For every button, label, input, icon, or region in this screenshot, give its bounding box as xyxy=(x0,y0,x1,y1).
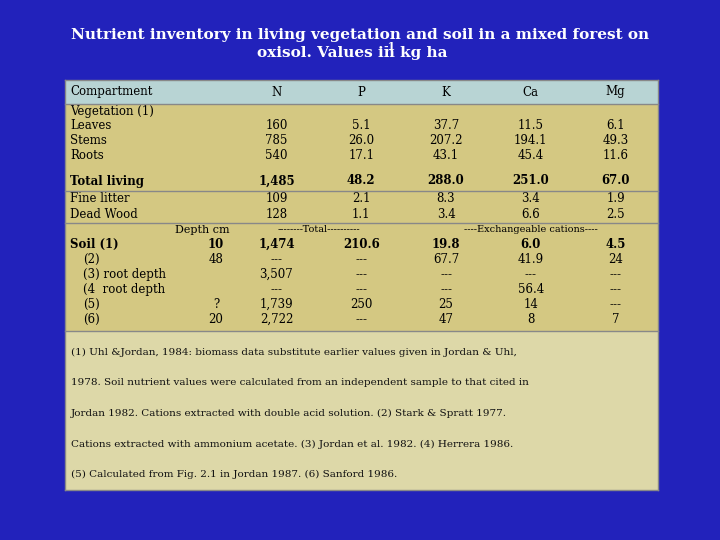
Text: 207.2: 207.2 xyxy=(429,134,463,147)
Text: ---: --- xyxy=(271,253,282,266)
Text: --------Total----------: --------Total---------- xyxy=(277,226,360,234)
Text: Ca: Ca xyxy=(523,85,539,98)
Text: Total living: Total living xyxy=(70,174,144,187)
Text: ---: --- xyxy=(271,283,282,296)
Text: Stems: Stems xyxy=(70,134,107,147)
Text: 67.7: 67.7 xyxy=(433,253,459,266)
Text: 210.6: 210.6 xyxy=(343,238,379,251)
Text: 1.1: 1.1 xyxy=(352,208,371,221)
Text: ---: --- xyxy=(355,313,367,326)
Text: 2.1: 2.1 xyxy=(352,192,371,206)
Text: 6.0: 6.0 xyxy=(521,238,541,251)
Text: ---: --- xyxy=(440,268,452,281)
Text: 128: 128 xyxy=(266,208,287,221)
Text: 43.1: 43.1 xyxy=(433,149,459,162)
Text: 19.8: 19.8 xyxy=(432,238,460,251)
Text: 17.1: 17.1 xyxy=(348,149,374,162)
Text: 41.9: 41.9 xyxy=(518,253,544,266)
Text: 251.0: 251.0 xyxy=(513,174,549,187)
Text: (5) Calculated from Fig. 2.1 in Jordan 1987. (6) Sanford 1986.: (5) Calculated from Fig. 2.1 in Jordan 1… xyxy=(71,470,397,480)
Text: (5): (5) xyxy=(83,298,100,311)
Text: (3) root depth: (3) root depth xyxy=(83,268,166,281)
Text: 3,507: 3,507 xyxy=(259,268,293,281)
Text: ---: --- xyxy=(355,253,367,266)
Text: oxisol. Values in kg ha: oxisol. Values in kg ha xyxy=(257,46,447,60)
Text: Nutrient inventory in living vegetation and soil in a mixed forest on: Nutrient inventory in living vegetation … xyxy=(71,28,649,42)
Text: 109: 109 xyxy=(265,192,287,206)
Text: 288.0: 288.0 xyxy=(428,174,464,187)
Bar xyxy=(65,80,658,104)
Text: ---: --- xyxy=(440,283,452,296)
Text: 6.1: 6.1 xyxy=(606,119,625,132)
Text: 7: 7 xyxy=(612,313,619,326)
Text: 24: 24 xyxy=(608,253,623,266)
Text: Roots: Roots xyxy=(70,149,104,162)
Text: 26.0: 26.0 xyxy=(348,134,374,147)
Text: 6.6: 6.6 xyxy=(521,208,540,221)
Text: Soil (1): Soil (1) xyxy=(70,238,119,251)
Text: 540: 540 xyxy=(265,149,288,162)
Text: 8.3: 8.3 xyxy=(437,192,455,206)
Text: ---: --- xyxy=(355,268,367,281)
Text: K: K xyxy=(441,85,451,98)
Text: 49.3: 49.3 xyxy=(603,134,629,147)
Text: Compartment: Compartment xyxy=(70,85,153,98)
Text: ---: --- xyxy=(610,283,621,296)
Text: 45.4: 45.4 xyxy=(518,149,544,162)
Text: 1,485: 1,485 xyxy=(258,174,294,187)
Text: 1.9: 1.9 xyxy=(606,192,625,206)
Bar xyxy=(65,80,658,331)
Text: P: P xyxy=(357,85,365,98)
Text: ---: --- xyxy=(355,283,367,296)
Text: 250: 250 xyxy=(350,298,372,311)
Text: Vegetation (1): Vegetation (1) xyxy=(70,105,154,118)
Text: Jordan 1982. Cations extracted with double acid solution. (2) Stark & Spratt 197: Jordan 1982. Cations extracted with doub… xyxy=(71,409,507,418)
Text: Dead Wood: Dead Wood xyxy=(70,208,138,221)
Text: 785: 785 xyxy=(265,134,287,147)
Text: Mg: Mg xyxy=(606,85,626,98)
Text: 25: 25 xyxy=(438,298,454,311)
Text: ----Exchangeable cations----: ----Exchangeable cations---- xyxy=(464,226,598,234)
Text: 37.7: 37.7 xyxy=(433,119,459,132)
Text: ---: --- xyxy=(610,298,621,311)
Text: 160: 160 xyxy=(265,119,287,132)
Text: ---: --- xyxy=(610,268,621,281)
Text: 11.5: 11.5 xyxy=(518,119,544,132)
Text: 2.5: 2.5 xyxy=(606,208,625,221)
Text: 56.4: 56.4 xyxy=(518,283,544,296)
Text: 1,474: 1,474 xyxy=(258,238,294,251)
Text: Depth cm: Depth cm xyxy=(174,225,229,235)
Text: 47: 47 xyxy=(438,313,454,326)
Text: 14: 14 xyxy=(523,298,539,311)
Text: 1,739: 1,739 xyxy=(260,298,293,311)
Text: Fine litter: Fine litter xyxy=(70,192,130,206)
Text: ?: ? xyxy=(213,298,219,311)
Text: 4.5: 4.5 xyxy=(606,238,626,251)
Text: 5.1: 5.1 xyxy=(352,119,371,132)
Text: 67.0: 67.0 xyxy=(601,174,630,187)
Text: (6): (6) xyxy=(83,313,100,326)
Text: 3.4: 3.4 xyxy=(436,208,455,221)
Text: 11.6: 11.6 xyxy=(603,149,629,162)
Text: ---: --- xyxy=(525,268,537,281)
Text: 20: 20 xyxy=(209,313,223,326)
Bar xyxy=(65,331,658,490)
Text: Leaves: Leaves xyxy=(70,119,112,132)
Text: 3.4: 3.4 xyxy=(521,192,540,206)
Text: -1: -1 xyxy=(383,42,395,52)
Text: 48.2: 48.2 xyxy=(347,174,376,187)
Text: (1) Uhl &Jordan, 1984: biomass data substitute earlier values given in Jordan & : (1) Uhl &Jordan, 1984: biomass data subs… xyxy=(71,348,517,357)
Text: Cations extracted with ammonium acetate. (3) Jordan et al. 1982. (4) Herrera 198: Cations extracted with ammonium acetate.… xyxy=(71,440,513,449)
Text: 48: 48 xyxy=(209,253,223,266)
Text: 1978. Soil nutrient values were calculated from an independent sample to that ci: 1978. Soil nutrient values were calculat… xyxy=(71,379,529,387)
Text: 2,722: 2,722 xyxy=(260,313,293,326)
Text: 8: 8 xyxy=(527,313,534,326)
Text: (2): (2) xyxy=(83,253,99,266)
Text: N: N xyxy=(271,85,282,98)
Text: (4  root depth: (4 root depth xyxy=(83,283,165,296)
Text: 194.1: 194.1 xyxy=(514,134,547,147)
Text: 10: 10 xyxy=(208,238,224,251)
